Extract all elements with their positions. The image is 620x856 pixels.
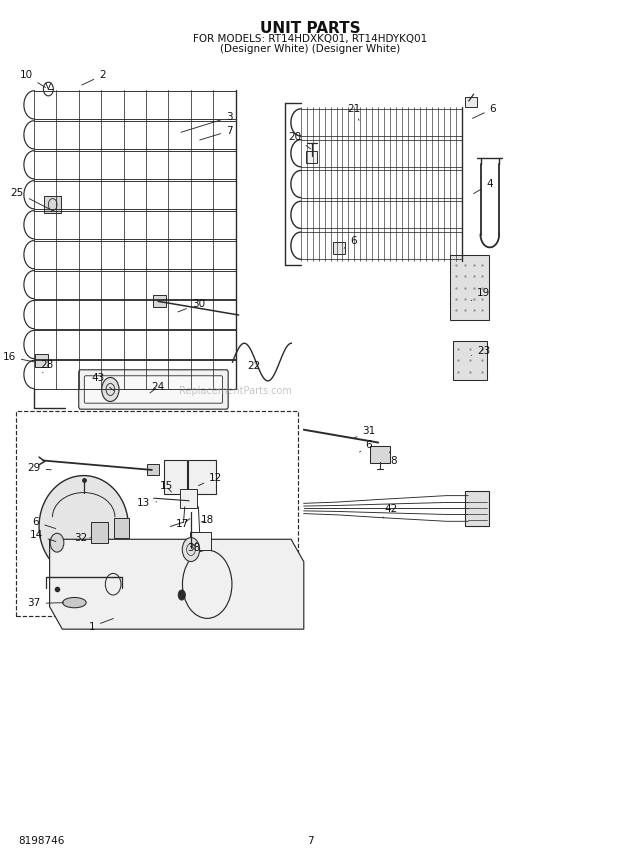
Circle shape [102,377,119,401]
Text: 37: 37 [27,598,64,609]
Text: 38: 38 [187,542,200,553]
Text: 6: 6 [472,104,496,118]
Text: 10: 10 [19,70,45,87]
FancyBboxPatch shape [147,464,159,475]
Text: 16: 16 [2,352,34,362]
Ellipse shape [63,597,86,608]
Text: 6: 6 [33,517,56,528]
FancyBboxPatch shape [180,489,197,508]
Text: 18: 18 [201,515,215,526]
FancyBboxPatch shape [44,196,61,213]
FancyBboxPatch shape [91,522,108,543]
Text: 42: 42 [383,504,397,518]
FancyBboxPatch shape [306,151,317,163]
Circle shape [178,590,185,600]
FancyBboxPatch shape [465,97,477,107]
FancyBboxPatch shape [190,532,211,550]
Text: 4: 4 [474,179,493,193]
FancyBboxPatch shape [79,370,228,409]
Text: 30: 30 [178,299,205,312]
FancyBboxPatch shape [465,491,489,526]
Circle shape [50,533,64,552]
Text: 21: 21 [347,104,360,121]
Text: 6: 6 [344,236,356,248]
Ellipse shape [39,476,128,577]
Text: 15: 15 [159,481,173,492]
Text: 2: 2 [82,70,105,85]
FancyBboxPatch shape [333,242,345,254]
Text: 1: 1 [89,619,113,632]
FancyBboxPatch shape [188,460,216,494]
Text: 23: 23 [471,346,490,356]
Text: 31: 31 [353,425,376,438]
Circle shape [182,538,200,562]
Text: 32: 32 [74,532,91,543]
FancyBboxPatch shape [450,255,489,320]
FancyBboxPatch shape [84,376,223,403]
Text: FOR MODELS: RT14HDXKQ01, RT14HDYKQ01: FOR MODELS: RT14HDXKQ01, RT14HDYKQ01 [193,33,427,44]
FancyBboxPatch shape [153,295,166,307]
FancyBboxPatch shape [370,446,390,463]
Text: 7: 7 [200,126,232,140]
Text: 22: 22 [247,361,261,372]
Text: 6: 6 [360,440,372,452]
Polygon shape [50,539,304,629]
Text: 19: 19 [471,288,490,300]
FancyBboxPatch shape [164,460,187,494]
Text: 20: 20 [288,132,311,149]
Text: 12: 12 [198,473,223,485]
Text: 7: 7 [307,836,313,847]
Text: 25: 25 [11,187,50,209]
Text: (Designer White) (Designer White): (Designer White) (Designer White) [220,44,400,54]
Text: 43: 43 [91,373,113,390]
Text: 29: 29 [27,463,51,473]
Text: ReplacementParts.com: ReplacementParts.com [179,386,292,396]
FancyBboxPatch shape [35,354,48,367]
Text: 24: 24 [150,382,165,393]
Text: 8198746: 8198746 [19,836,65,847]
Text: 13: 13 [137,498,157,508]
FancyBboxPatch shape [453,341,487,380]
Text: 8: 8 [389,452,397,466]
Text: 14: 14 [29,530,56,541]
FancyBboxPatch shape [114,518,129,538]
Text: UNIT PARTS: UNIT PARTS [260,21,360,36]
Text: 28: 28 [40,360,53,373]
Text: 3: 3 [181,112,232,133]
Text: 17: 17 [176,519,190,529]
